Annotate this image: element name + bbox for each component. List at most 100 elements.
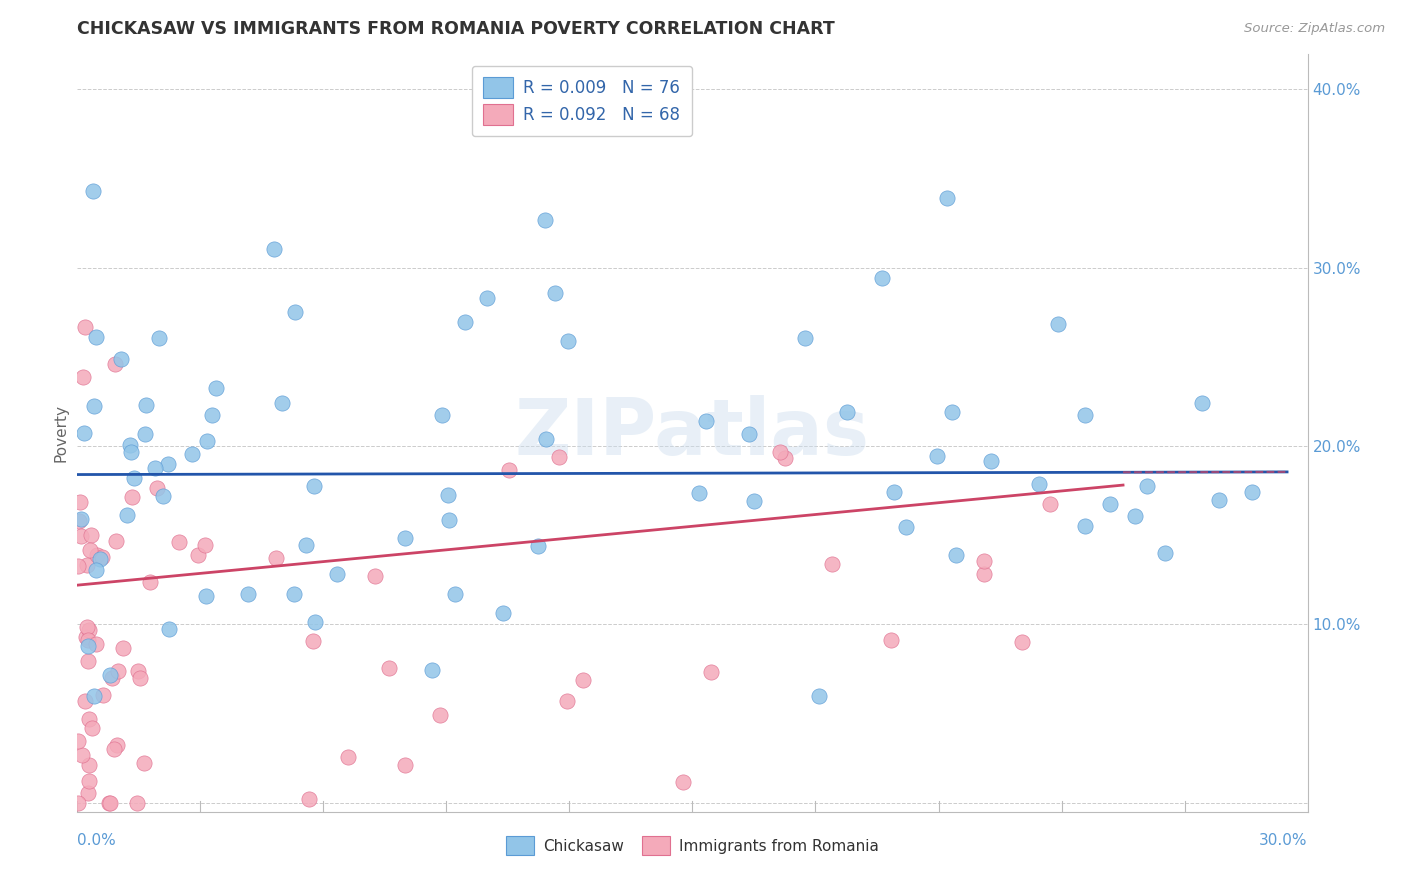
Point	[104, 357, 127, 371]
Point	[283, 586, 305, 600]
Point	[80, 721, 103, 735]
Point	[98, 668, 121, 682]
Point	[432, 409, 454, 423]
Point	[69, 512, 91, 526]
Point	[1191, 396, 1213, 410]
Point	[127, 664, 149, 678]
Point	[870, 271, 893, 285]
Point	[67, 514, 90, 528]
Point	[98, 796, 121, 810]
Point	[263, 242, 285, 256]
Point	[76, 558, 98, 572]
Point	[304, 615, 326, 630]
Point	[945, 548, 967, 562]
Point	[91, 688, 114, 702]
Point	[105, 534, 128, 549]
Text: Source: ZipAtlas.com: Source: ZipAtlas.com	[1244, 22, 1385, 36]
Point	[294, 538, 316, 552]
Point	[76, 633, 98, 648]
Point	[394, 532, 416, 546]
Point	[498, 463, 520, 477]
Point	[773, 450, 796, 465]
Point	[128, 671, 150, 685]
Point	[742, 494, 765, 508]
Point	[557, 334, 579, 348]
Point	[67, 559, 90, 574]
Point	[70, 748, 93, 763]
Point	[793, 331, 815, 345]
Point	[195, 434, 218, 448]
Point	[936, 191, 959, 205]
Point	[454, 315, 477, 329]
Point	[143, 461, 166, 475]
Point	[533, 213, 555, 227]
Point	[77, 639, 100, 653]
Point	[156, 457, 179, 471]
Point	[835, 405, 858, 419]
Point	[894, 520, 917, 534]
Point	[1011, 635, 1033, 649]
Point	[167, 535, 190, 549]
Point	[181, 447, 204, 461]
Point	[527, 539, 550, 553]
Point	[1099, 497, 1122, 511]
Point	[77, 623, 100, 637]
Point	[90, 549, 112, 564]
Point	[572, 673, 595, 688]
Point	[1123, 508, 1146, 523]
Point	[118, 438, 141, 452]
Point	[925, 450, 948, 464]
Point	[688, 485, 710, 500]
Point	[363, 569, 385, 583]
Point	[194, 589, 217, 603]
Point	[98, 796, 121, 810]
Point	[737, 427, 759, 442]
Point	[695, 414, 717, 428]
Point	[83, 399, 105, 413]
Point	[187, 548, 209, 562]
Point	[139, 574, 162, 589]
Point	[1074, 408, 1097, 422]
Point	[544, 286, 567, 301]
Point	[76, 620, 98, 634]
Point	[83, 689, 105, 703]
Point	[437, 513, 460, 527]
Point	[84, 637, 107, 651]
Point	[236, 587, 259, 601]
Point	[1046, 317, 1069, 331]
Point	[1136, 479, 1159, 493]
Point	[326, 566, 349, 581]
Point	[148, 331, 170, 345]
Point	[135, 398, 157, 412]
Point	[77, 712, 100, 726]
Text: ZIPatlas: ZIPatlas	[515, 394, 870, 471]
Point	[73, 319, 96, 334]
Point	[120, 444, 142, 458]
Point	[672, 774, 695, 789]
Point	[112, 640, 135, 655]
Point	[443, 587, 465, 601]
Text: 0.0%: 0.0%	[77, 833, 117, 848]
Point	[492, 607, 515, 621]
Point	[973, 567, 995, 582]
Point	[1154, 545, 1177, 559]
Point	[271, 396, 294, 410]
Point	[79, 757, 101, 772]
Point	[79, 543, 101, 558]
Point	[127, 796, 149, 810]
Point	[420, 663, 443, 677]
Point	[82, 184, 104, 198]
Point	[769, 444, 792, 458]
Text: CHICKASAW VS IMMIGRANTS FROM ROMANIA POVERTY CORRELATION CHART: CHICKASAW VS IMMIGRANTS FROM ROMANIA POV…	[77, 21, 835, 38]
Point	[980, 454, 1002, 468]
Point	[1039, 497, 1062, 511]
Point	[436, 487, 458, 501]
Point	[264, 550, 287, 565]
Point	[67, 796, 90, 810]
Point	[941, 404, 963, 418]
Point	[477, 291, 499, 305]
Point	[115, 508, 138, 522]
Point	[72, 370, 94, 384]
Point	[1240, 485, 1263, 500]
Point	[75, 630, 97, 644]
